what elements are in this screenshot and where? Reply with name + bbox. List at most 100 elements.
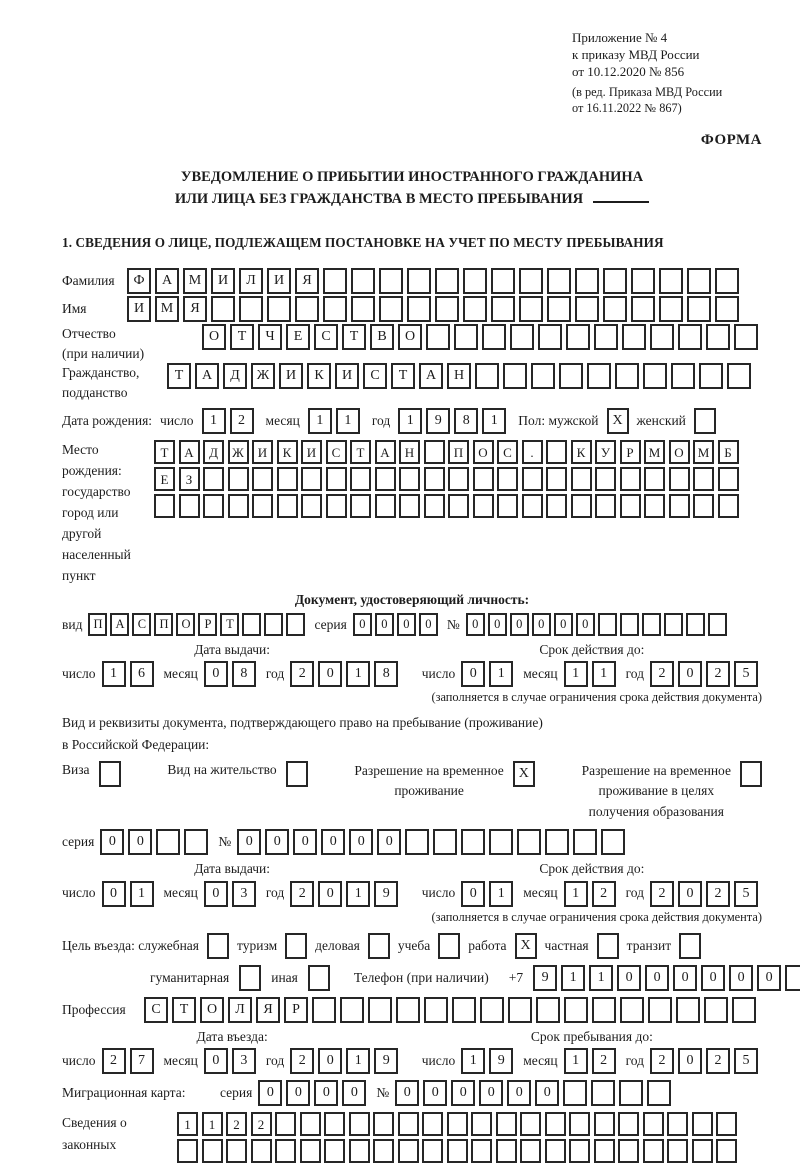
birthplace-label-line2: государство [62, 484, 131, 500]
empty-form-cell [668, 467, 690, 492]
filled-form-cell: 1 [561, 965, 586, 992]
empty-form-cell [177, 1139, 198, 1163]
birthplace-label-line3: город или другой [62, 505, 119, 542]
empty-form-cell [595, 494, 616, 519]
form-label: ФОРМА [700, 131, 762, 148]
purpose-work-checkbox: X [514, 933, 537, 960]
filled-form-cell: Е [154, 467, 175, 492]
purpose-humanitarian-label: гуманитарная [150, 970, 230, 986]
empty-form-cell [668, 494, 690, 519]
empty-form-cell [351, 296, 375, 323]
filled-form-cell: 0 [507, 1080, 532, 1107]
empty-form-cell [497, 494, 518, 519]
empty-form-cell [407, 296, 431, 323]
empty-form-cell [324, 1139, 345, 1163]
empty-form-cell [299, 1139, 321, 1163]
empty-form-cell [704, 997, 728, 1024]
birthplace-cells-row3 [154, 494, 742, 519]
filled-form-cell: 1 [563, 661, 588, 688]
purpose-row: Цель въезда: служебная туризм деловая уч… [62, 933, 762, 960]
empty-form-cell [379, 296, 403, 323]
day-label: число [62, 885, 96, 901]
purpose-business-checkbox [367, 933, 390, 960]
purpose-study-label: учеба [397, 938, 431, 954]
filled-form-cell: X [512, 760, 535, 787]
purpose-tourism-checkbox [285, 933, 308, 960]
permit-limited-note: (заполняется в случае ограничения срока … [431, 909, 762, 924]
empty-form-cell [207, 933, 229, 960]
visa-checkbox [98, 760, 121, 787]
empty-form-cell [717, 494, 739, 519]
empty-form-cell [426, 324, 450, 351]
filled-form-cell: А [195, 363, 219, 390]
empty-form-cell [448, 467, 469, 492]
name-label: Имя [62, 301, 87, 317]
filled-form-cell: 0 [342, 1080, 367, 1107]
empty-form-cell [595, 467, 616, 492]
purpose-private-label: частная [544, 938, 589, 954]
filled-form-cell: 0 [678, 880, 702, 907]
filled-form-cell: М [693, 440, 714, 465]
empty-form-cell [312, 997, 336, 1024]
birthplace-row: Место рождения: государство город или др… [62, 440, 762, 586]
filled-form-cell: 0 [451, 1080, 476, 1107]
purpose-study-checkbox [438, 933, 461, 960]
empty-form-cell [619, 494, 641, 519]
filled-form-cell: 0 [673, 965, 698, 992]
empty-form-cell [424, 997, 448, 1024]
empty-form-cell [644, 467, 665, 492]
filled-form-cell: Р [198, 613, 218, 637]
filled-form-cell: Е [286, 324, 310, 351]
entry-date-label: Дата въезда: [196, 1029, 268, 1045]
month-label: месяц [523, 666, 558, 682]
residence-permit-item: Вид на жительство [167, 760, 308, 787]
migration-number-label: № [376, 1085, 390, 1101]
doc-valid-label: Срок действия до: [539, 642, 645, 658]
empty-form-cell [603, 296, 627, 323]
empty-form-cell [423, 467, 445, 492]
filled-form-cell: 0 [418, 613, 438, 637]
empty-form-cell [594, 324, 618, 351]
empty-form-cell [707, 613, 727, 637]
empty-form-cell [619, 613, 639, 637]
empty-form-cell [452, 997, 476, 1024]
filled-form-cell: М [155, 296, 179, 323]
appendix-line-5: от 16.11.2022 № 867) [572, 100, 682, 115]
filled-form-cell: 1 [489, 880, 514, 907]
empty-form-cell [275, 1139, 296, 1163]
empty-form-cell [643, 363, 667, 390]
doc-series-label: серия [314, 616, 347, 632]
empty-form-cell [727, 363, 751, 390]
purpose-business-label: деловая [315, 938, 360, 954]
filled-form-cell: Т [154, 440, 175, 465]
filled-form-cell: 6 [129, 661, 154, 688]
filled-form-cell: 1 [489, 661, 514, 688]
empty-form-cell [620, 997, 644, 1024]
phone-prefix: +7 [508, 970, 524, 986]
visa-item: Виза [62, 760, 121, 787]
empty-form-cell [715, 296, 739, 323]
right-doc-line2: в Российской Федерации: [62, 737, 210, 753]
empty-form-cell [618, 1112, 639, 1137]
empty-form-cell [667, 1139, 688, 1163]
filled-form-cell: 1 [129, 880, 154, 907]
empty-form-cell [676, 997, 700, 1024]
permit-number-label: № [218, 834, 232, 850]
empty-form-cell [480, 997, 504, 1024]
month-label: месяц [163, 1053, 198, 1069]
phone-label: Телефон (при наличии) [353, 970, 489, 986]
empty-form-cell [648, 997, 672, 1024]
empty-form-cell [203, 467, 224, 492]
